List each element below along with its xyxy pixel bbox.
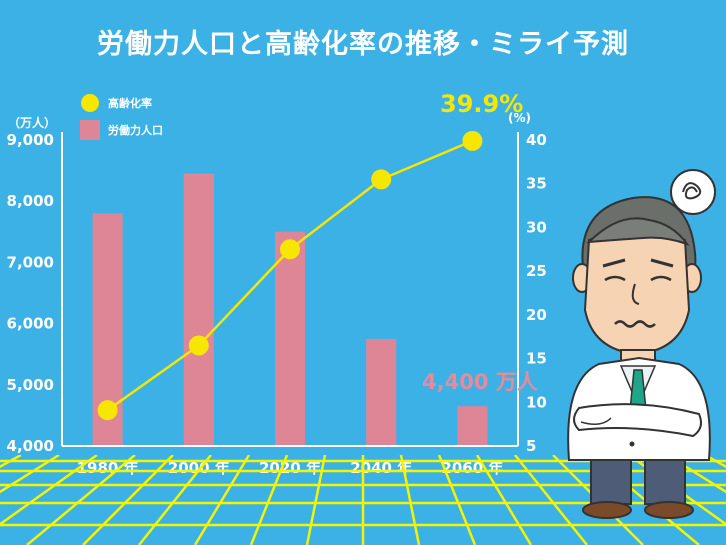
x-tick-label: 2020 年 — [259, 459, 321, 477]
left-tick-label: 7,000 — [7, 253, 54, 271]
bar-4 — [457, 406, 488, 446]
line-point-4 — [462, 130, 483, 151]
left-tick-label: 4,000 — [7, 437, 54, 455]
line-layer — [97, 130, 483, 421]
worried-doctor-illustration — [567, 169, 716, 519]
bars-layer — [92, 173, 488, 446]
right-axis-unit: (%) — [508, 111, 531, 125]
right-tick-label: 35 — [526, 175, 547, 193]
left-tick-label: 6,000 — [7, 315, 54, 333]
right-tick-label: 5 — [526, 437, 536, 455]
left-axis-unit: （万人） — [8, 115, 56, 130]
right-tick-label: 40 — [526, 131, 547, 149]
left-tick-label: 9,000 — [7, 131, 54, 149]
right-tick-label: 15 — [526, 350, 547, 368]
bar-2 — [275, 231, 305, 446]
axes-layer — [61, 132, 519, 447]
right-tick-label: 30 — [526, 218, 547, 236]
x-tick-label: 2040 年 — [350, 459, 412, 477]
annotation-bar-last: 4,400 万人 — [422, 370, 538, 394]
right-tick-label: 20 — [526, 306, 547, 324]
left-tick-label: 8,000 — [7, 192, 54, 210]
right-tick-label: 10 — [526, 393, 547, 411]
bar-3 — [366, 338, 397, 446]
line-point-2 — [280, 239, 300, 260]
line-point-1 — [188, 335, 209, 356]
legend-swatch-bar — [80, 120, 100, 140]
legend: 高齢化率 労働力人口 — [80, 94, 163, 140]
bar-1 — [183, 173, 214, 446]
legend-label-bar: 労働力人口 — [108, 123, 163, 137]
x-tick-label: 2000 年 — [168, 459, 230, 477]
line-point-0 — [97, 400, 118, 421]
ticks-layer: 4,000 5,000 6,000 7,000 8,000 9,000 5 10 15 20 25 3… — [7, 131, 547, 477]
left-tick-label: 5,000 — [7, 376, 54, 394]
legend-swatch-line — [81, 94, 99, 112]
chart-title: 労働力人口と高齢化率の推移・ミライ予測 — [97, 29, 629, 60]
legend-label-line: 高齢化率 — [108, 96, 152, 110]
annotation-line-last: 39.9% — [440, 90, 523, 118]
right-tick-label: 25 — [526, 262, 547, 280]
line-point-3 — [371, 169, 392, 190]
